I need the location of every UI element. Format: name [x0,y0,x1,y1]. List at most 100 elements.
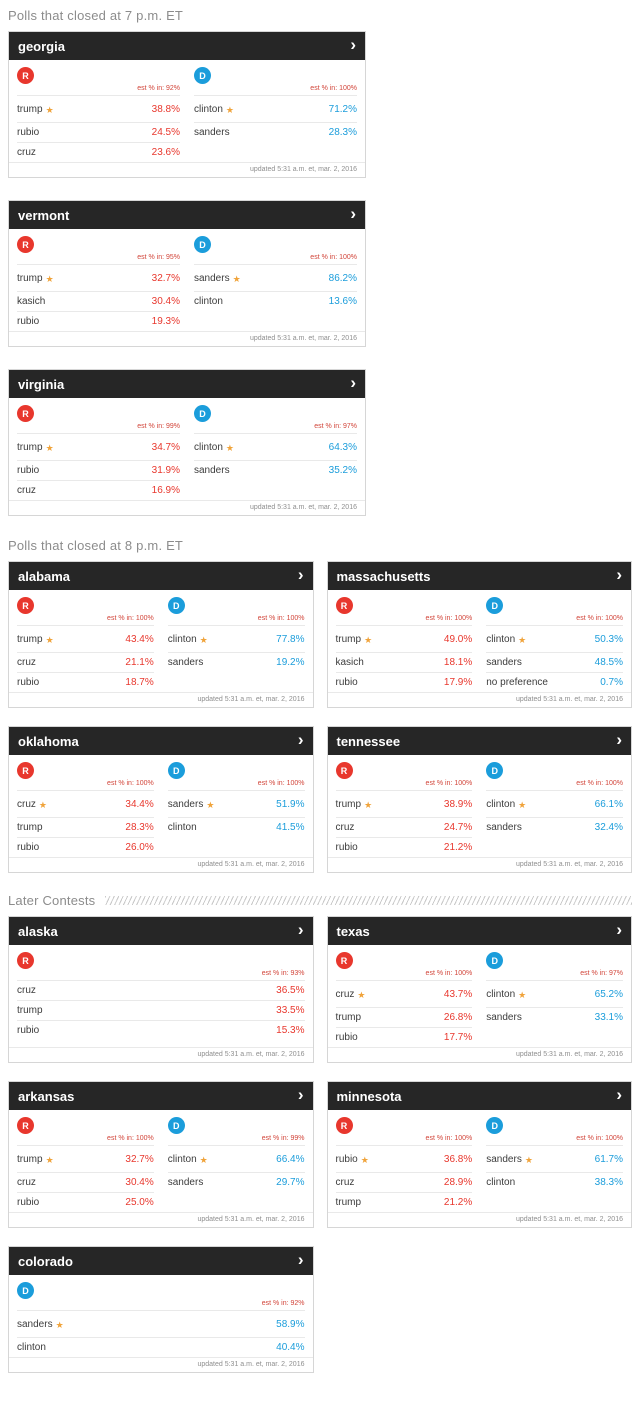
vote-percent: 64.3% [328,441,357,453]
candidate-row: sanders 48.5% [486,652,623,672]
card-header[interactable]: tennessee [327,727,631,755]
candidate-row: rubio 36.8% [335,1145,473,1172]
republican-badge: R [17,762,34,779]
candidate-row: trump 32.7% [17,1145,154,1172]
democrat-badge: D [167,762,185,779]
candidate-name: trump [335,1012,362,1023]
candidate-name: clinton [167,822,197,833]
card-header[interactable]: minnesota [327,1082,631,1110]
card-header[interactable]: georgia [9,32,365,60]
candidate-name: kasich [17,296,46,307]
republican-badge: R [17,597,34,614]
winner-star-icon [197,630,208,648]
candidate-name: cruz [335,1177,355,1188]
candidate-name-wrap: rubio [17,1025,39,1036]
vote-percent: 40.4% [276,1342,305,1353]
candidate-row: trump 26.8% [335,1007,473,1027]
vote-percent: 30.4% [125,1177,154,1188]
candidate-name-wrap: trump [17,100,54,118]
state-name: alabama [18,568,71,584]
chevron-right-icon [298,1252,304,1270]
candidate-row: trump 49.0% [335,625,473,652]
vote-percent: 41.5% [276,822,305,833]
candidate-name-wrap: rubio [17,1197,39,1208]
vote-percent: 15.3% [276,1025,305,1036]
est-percent-in: est % in: 100% [257,615,305,622]
democrat-badge: D [17,1282,34,1299]
candidate-row: cruz 43.7% [335,980,473,1007]
card-header[interactable]: alaska [9,917,313,945]
card-header[interactable]: oklahoma [9,727,313,755]
vote-percent: 28.3% [125,822,154,833]
candidate-name-wrap: rubio [17,465,39,476]
section-title: Polls that closed at 8 p.m. ET [8,538,184,553]
card-header[interactable]: texas [327,917,631,945]
vote-percent: 32.7% [125,1153,154,1165]
candidate-name: trump [335,1197,362,1208]
chevron-right-icon [616,732,622,750]
candidate-name-wrap: trump [17,269,54,287]
candidate-row: trump 43.4% [17,625,154,652]
vote-percent: 36.5% [276,985,305,996]
candidate-name-wrap: cruz [17,985,36,996]
candidate-name-wrap: sanders [194,269,241,287]
card-header[interactable]: vermont [9,201,365,229]
candidate-row: sanders 61.7% [486,1145,623,1172]
card-header[interactable]: colorado [9,1247,313,1275]
candidate-name-wrap: rubio [336,677,358,688]
candidate-name-wrap: clinton [168,630,208,648]
candidate-name: clinton [167,633,197,645]
candidate-name-wrap: trump [17,1005,43,1016]
candidate-row: clinton 40.4% [17,1337,305,1357]
chevron-right-icon [350,375,356,393]
winner-star-icon [43,630,54,648]
candidate-row: trump 32.7% [17,264,180,291]
vote-percent: 21.1% [125,657,154,668]
candidate-name-wrap: clinton [17,1342,46,1353]
vote-percent: 38.8% [151,103,180,115]
card-header[interactable]: alabama [9,562,313,590]
candidate-row: clinton 13.6% [194,291,357,311]
candidate-row: cruz 24.7% [335,817,473,837]
state-name: massachusetts [336,568,431,584]
section-title-row: Polls that closed at 8 p.m. ET [8,538,632,553]
card-header[interactable]: massachusetts [327,562,631,590]
candidate-row: trump 38.8% [17,95,180,122]
card-header[interactable]: virginia [9,370,365,398]
candidate-name: trump [17,822,43,833]
section-divider [105,896,632,905]
card-header[interactable]: arkansas [9,1082,313,1110]
est-percent-in: est % in: 100% [310,85,357,92]
state-name: alaska [18,923,58,939]
updated-timestamp: updated 5:31 a.m. et, mar. 2, 2016 [327,692,631,707]
candidate-name: trump [17,103,43,115]
winner-star-icon [515,985,526,1003]
vote-percent: 49.0% [443,633,473,645]
candidate-row: rubio 31.9% [17,460,180,480]
candidate-name-wrap: trump [17,822,43,833]
vote-percent: 71.2% [328,103,357,115]
chevron-right-icon [616,1087,622,1105]
winner-star-icon [43,100,54,118]
candidate-name-wrap: cruz [17,485,36,496]
vote-percent: 50.3% [594,633,623,645]
candidate-row: clinton 66.1% [486,790,623,817]
est-percent-in: est % in: 100% [310,254,357,261]
candidate-row: clinton 77.8% [167,625,305,652]
candidate-row: clinton 66.4% [167,1145,305,1172]
candidate-name-wrap: cruz [17,147,36,158]
chevron-right-icon [298,567,304,585]
candidate-row: trump 21.2% [335,1192,473,1212]
candidate-row: clinton 38.3% [486,1172,623,1192]
candidate-name-wrap: rubio [17,316,39,327]
candidate-row: rubio 18.7% [17,672,154,692]
candidate-name-wrap: rubio [336,1032,358,1043]
candidate-name-wrap: trump [336,795,373,813]
vote-percent: 34.4% [125,798,154,810]
candidate-name: rubio [17,127,40,138]
